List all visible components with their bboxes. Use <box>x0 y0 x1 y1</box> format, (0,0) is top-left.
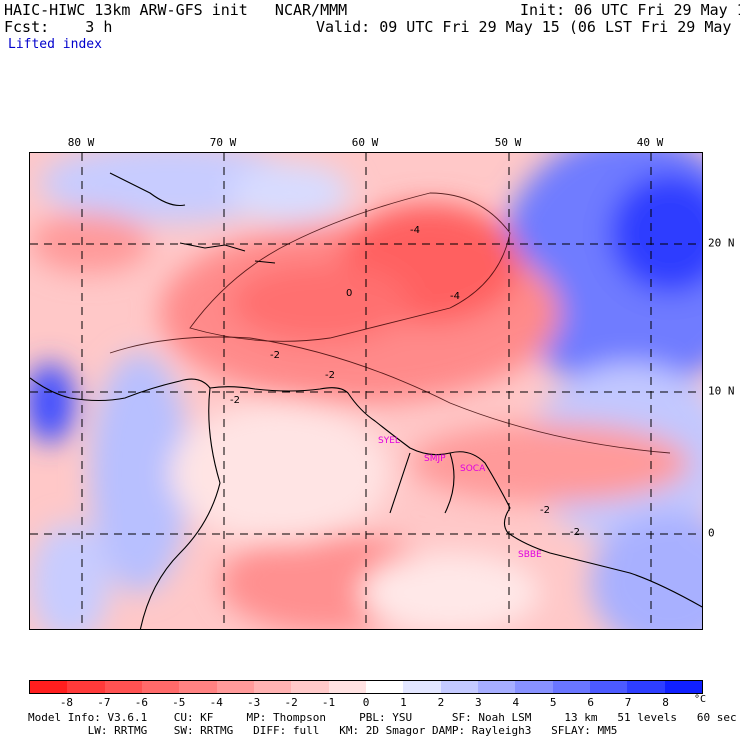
legend-swatch <box>291 681 329 693</box>
legend-swatch <box>627 681 665 693</box>
lifted-index-map[interactable]: -2 -2 -2 -2 -2 -4 0 -4 SYEL SMJP SOCA SB… <box>29 152 703 630</box>
legend-swatch <box>141 681 180 693</box>
legend-tick-label: 0 <box>362 696 370 709</box>
legend-tick-label: -8 <box>59 696 74 709</box>
lat-label: 0 <box>708 526 715 540</box>
legend-swatch <box>179 681 217 693</box>
legend-swatch <box>440 681 478 693</box>
color-legend <box>29 680 703 694</box>
city-label-soca: SOCA <box>460 464 486 474</box>
forecast-hour: Fcst: 3 h <box>4 18 113 36</box>
legend-swatch <box>216 681 254 693</box>
contour-label: -2 <box>230 395 240 406</box>
legend-tick-label: -6 <box>134 696 148 709</box>
contour-label: 0 <box>346 288 352 299</box>
map-canvas: -2 -2 -2 -2 -2 -4 0 -4 SYEL SMJP SOCA SB… <box>30 153 702 629</box>
legend-swatch <box>365 681 404 693</box>
legend-tick-label: 7 <box>624 696 632 709</box>
legend-swatch <box>589 681 628 693</box>
init-time: Init: 06 UTC Fri 29 May 15 <box>520 1 740 19</box>
legend-tick-label: 6 <box>587 696 594 709</box>
hispaniola-coast <box>179 242 246 252</box>
legend-swatch <box>477 681 516 693</box>
graticule <box>30 153 702 629</box>
contour-label: -2 <box>570 527 580 538</box>
legend-unit: °C <box>694 694 707 705</box>
legend-swatch <box>104 681 142 693</box>
lon-label: 40 W <box>636 136 664 149</box>
legend-tick-label: 2 <box>437 696 445 709</box>
legend-swatch <box>664 681 702 693</box>
model-title: HAIC-HIWC 13km ARW-GFS init NCAR/MMM <box>4 1 348 19</box>
legend-tick-label: 3 <box>475 696 482 709</box>
model-info-line-2: LW: RRTMG SW: RRTMG DIFF: full KM: 2D Sm… <box>28 724 618 737</box>
contour-label: -4 <box>410 225 420 236</box>
legend-swatch <box>552 681 590 693</box>
legend-tick-label: -1 <box>321 696 336 709</box>
legend-tick-label: 4 <box>512 696 520 709</box>
city-label-syel: SYEL <box>378 436 400 446</box>
legend-swatch <box>403 681 441 693</box>
legend-swatch <box>67 681 105 693</box>
coastlines <box>30 172 702 629</box>
field-shading <box>30 153 702 629</box>
city-label-smjp: SMJP <box>424 454 446 464</box>
city-label-sbbe: SBBE <box>518 550 542 560</box>
legend-tick-label: -4 <box>209 696 223 709</box>
field-name: Lifted index <box>8 37 102 52</box>
cuba-coast <box>109 172 186 207</box>
legend-swatch <box>253 681 292 693</box>
legend-swatch <box>328 681 366 693</box>
valid-time: Valid: 09 UTC Fri 29 May 15 (06 LST Fri … <box>316 18 740 36</box>
border-2 <box>444 452 455 514</box>
legend-tick-label: 5 <box>549 696 557 709</box>
legend-tick-label: -2 <box>284 696 298 709</box>
lon-label: 50 W <box>494 136 522 149</box>
contour-label: -2 <box>325 370 335 381</box>
lat-label: 10 N <box>708 384 735 398</box>
legend-swatch <box>30 681 68 693</box>
legend-swatch <box>515 681 553 693</box>
model-info-line-1: Model Info: V3.6.1 CU: KF MP: Thompson P… <box>28 711 737 724</box>
lon-label: 80 W <box>67 136 95 149</box>
legend-tick-label: -5 <box>172 696 186 709</box>
contours <box>109 192 671 454</box>
lon-label: 60 W <box>351 136 379 149</box>
lat-label: 20 N <box>708 236 735 250</box>
legend-tick-label: 1 <box>400 696 407 709</box>
legend-tick-label: -3 <box>247 696 261 709</box>
border-3 <box>139 387 221 629</box>
legend-tick-label: 8 <box>662 696 669 709</box>
contour-label: -2 <box>540 505 550 516</box>
south-america-coast <box>30 377 702 608</box>
contour-label: -4 <box>450 291 460 302</box>
border-1 <box>389 452 411 514</box>
lon-label: 70 W <box>209 136 237 149</box>
contour-label: -2 <box>270 350 280 361</box>
legend-tick-label: -7 <box>97 696 111 709</box>
